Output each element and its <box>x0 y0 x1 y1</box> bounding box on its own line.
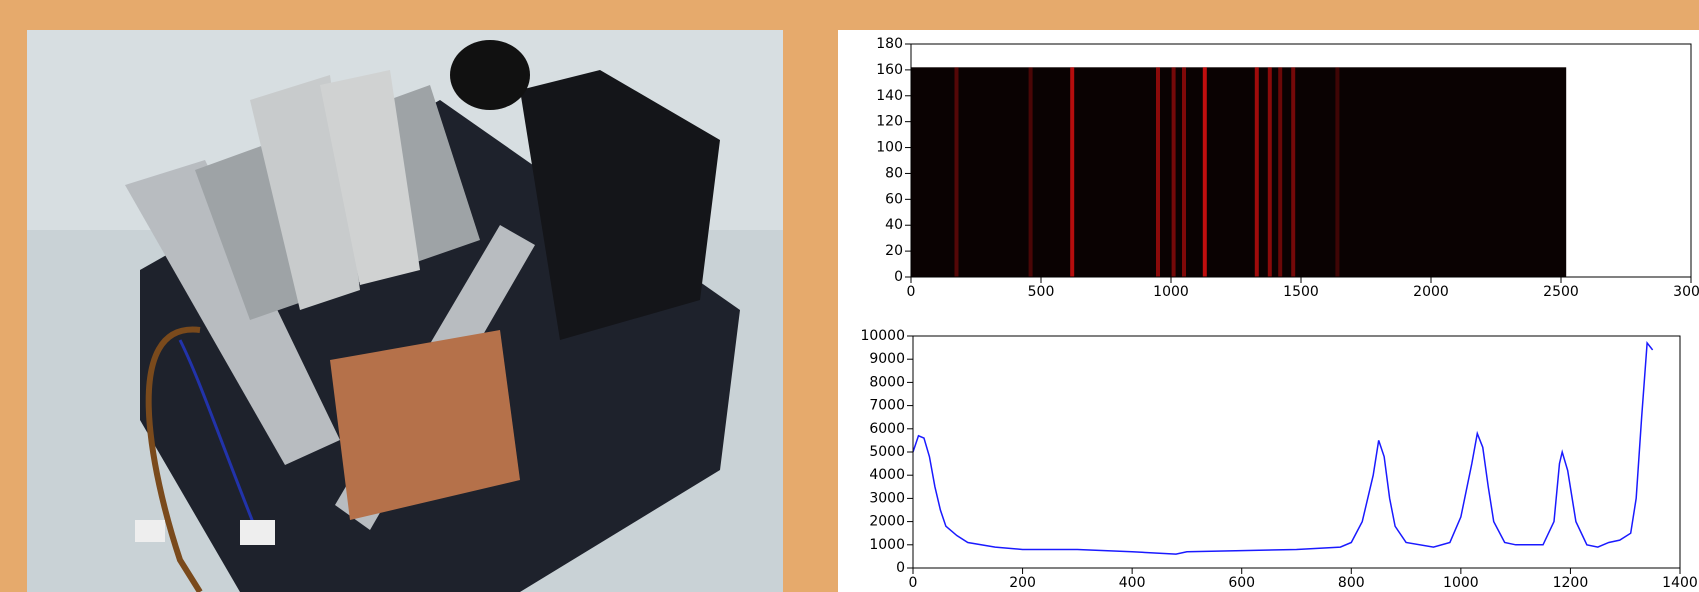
y-tick-label: 100 <box>876 140 903 156</box>
emission-line <box>1335 67 1340 277</box>
x-tick-label: 3000 <box>1673 284 1699 300</box>
image <box>911 67 1567 277</box>
y-tick-label: 180 <box>876 36 903 52</box>
x-tick-label: 2000 <box>1413 284 1449 300</box>
emission-line <box>1182 67 1186 277</box>
emission-line <box>1267 67 1272 277</box>
x-tick-label: 1000 <box>1443 575 1479 591</box>
x-tick-label: 2500 <box>1543 284 1579 300</box>
spectrum-line <box>912 340 1654 555</box>
y-tick-label: 6000 <box>869 421 905 437</box>
y-tick-label: 4000 <box>869 467 905 483</box>
x-tick-label: 1200 <box>1553 575 1589 591</box>
emission-line <box>1278 67 1283 277</box>
y-tick-label: 5000 <box>869 444 905 460</box>
y-tick-label: 0 <box>896 560 905 576</box>
y-tick-label: 10000 <box>860 328 905 344</box>
x-tick-label: 0 <box>909 575 918 591</box>
photo <box>27 30 783 592</box>
x-tick-label: 600 <box>1228 575 1255 591</box>
y-tick-label: 160 <box>876 62 903 78</box>
y-tick-label: 60 <box>885 191 903 207</box>
emission-line <box>1254 67 1259 277</box>
emission-line <box>1070 67 1075 277</box>
y-tick-label: 40 <box>885 217 903 233</box>
x-tick-label: 0 <box>907 284 916 300</box>
spectrum-line-chart: 0100020003000400050006000700080009000100… <box>860 328 1697 591</box>
y-tick-label: 0 <box>894 269 903 285</box>
x-tick-label: 1400 <box>1662 575 1698 591</box>
spectrum-image-chart: 0 20 40 60 80 100 120 140 160 180 0 500 1000 1500 2000… <box>876 36 1699 300</box>
x-tick-label: 1000 <box>1153 284 1189 300</box>
y-tick-label: 8000 <box>869 374 905 390</box>
emission-line <box>1156 67 1160 277</box>
y-tick-label: 3000 <box>869 490 905 506</box>
y-tick-label: 7000 <box>869 398 905 414</box>
x-tick-label: 800 <box>1338 575 1365 591</box>
y-tick-label: 9000 <box>869 351 905 367</box>
y-tick-label: 2000 <box>869 514 905 530</box>
x-tick-label: 500 <box>1028 284 1055 300</box>
y-tick-label: 1000 <box>869 537 905 553</box>
emission-line <box>1291 67 1296 277</box>
x-tick-label: 200 <box>1009 575 1036 591</box>
y-tick-label: 140 <box>876 88 903 104</box>
y-tick-label: 120 <box>876 114 903 130</box>
x-tick-label: 1500 <box>1283 284 1319 300</box>
emission-line <box>1171 67 1176 277</box>
y-tick-label: 20 <box>885 243 903 259</box>
emission-line <box>1202 67 1207 277</box>
x-tick-label: 400 <box>1119 575 1146 591</box>
y-tick-label: 80 <box>885 165 903 181</box>
emission-line <box>954 67 959 277</box>
emission-line <box>1028 67 1033 277</box>
